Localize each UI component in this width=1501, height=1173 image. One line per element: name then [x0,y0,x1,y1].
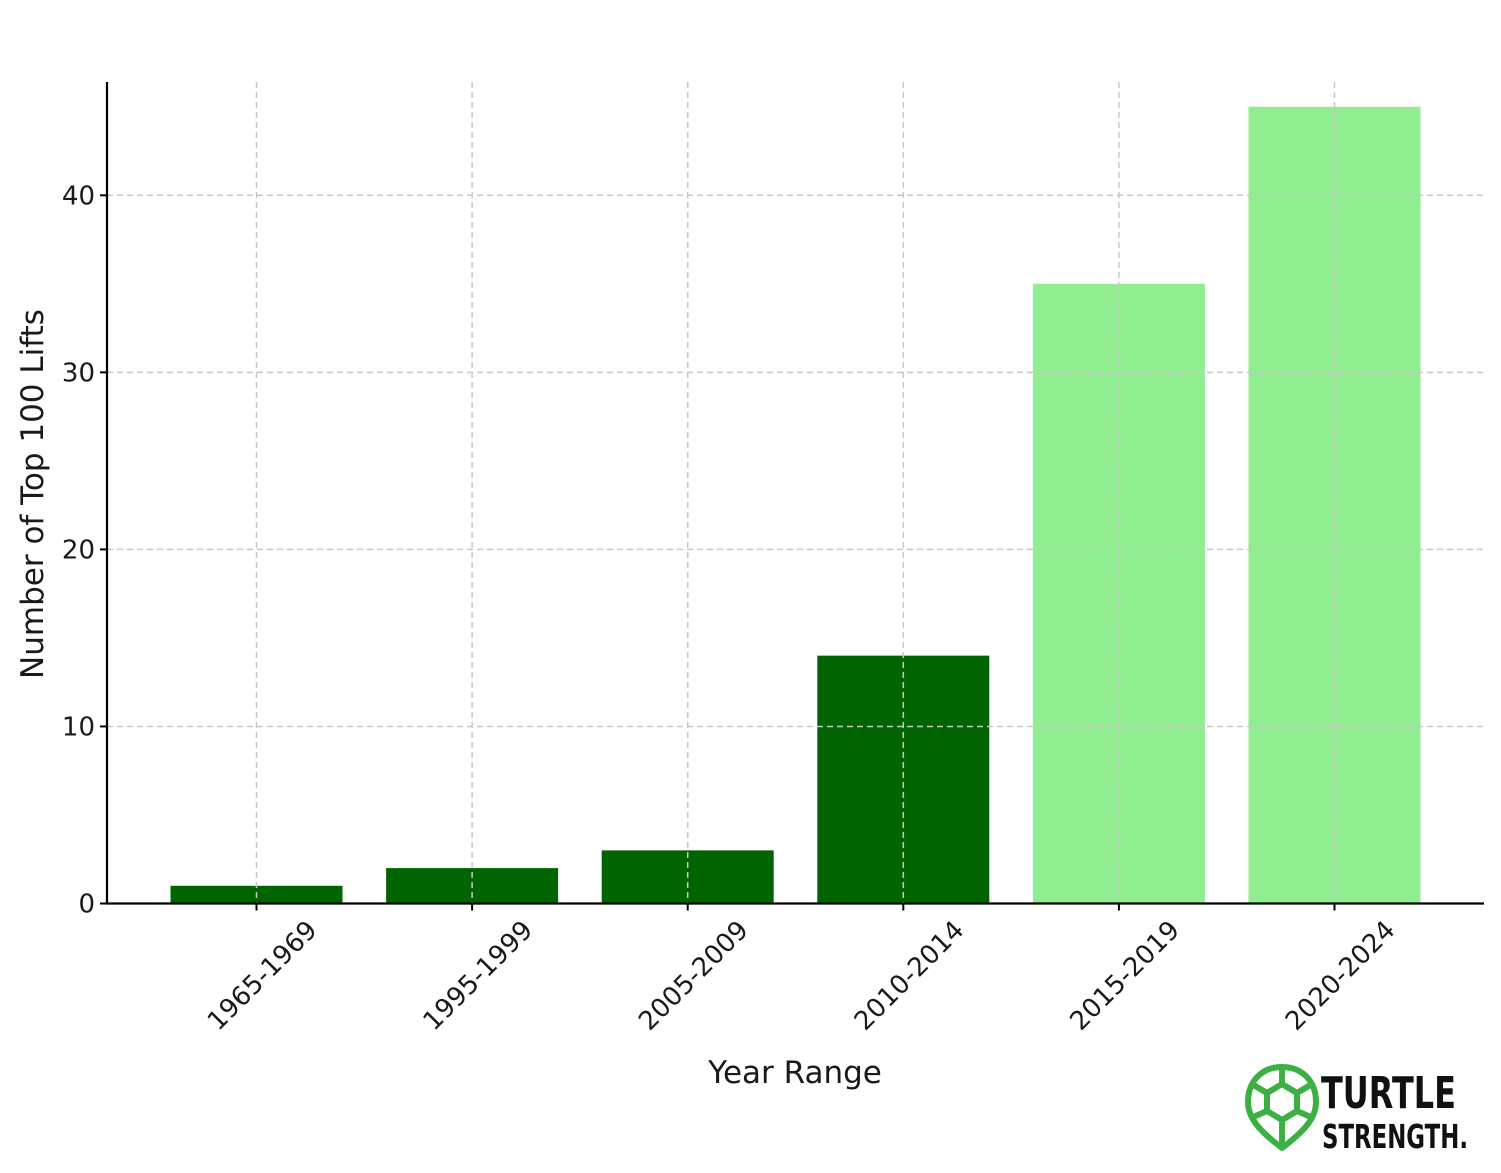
y-tick-label: 10 [62,712,95,742]
y-tick-label: 30 [62,358,95,388]
logo-line1: TURTLE [1321,1068,1456,1119]
y-tick-label: 40 [62,181,95,211]
x-tick-label: 2005-2009 [633,915,754,1036]
grid-lines [100,82,1484,911]
y-tick-label: 20 [62,535,95,565]
y-axis-title: Number of Top 100 Lifts [15,309,51,679]
x-tick-label: 1995-1999 [418,915,539,1036]
logo-line2: STRENGTH. [1322,1117,1468,1156]
y-tick-labels: 0 10 20 30 40 [62,181,95,919]
y-tick-label: 0 [78,890,95,920]
x-tick-label: 1965-1969 [202,915,323,1036]
turtle-strength-logo: TURTLE STRENGTH. [1245,1064,1468,1156]
x-tick-label: 2020-2024 [1280,915,1401,1036]
x-tick-label: 2010-2014 [849,915,970,1036]
x-tick-label: 2015-2019 [1064,915,1185,1036]
axes [105,82,1484,905]
bars-group [170,106,1421,904]
x-tick-labels: 1965-1969 1995-1999 2005-2009 2010-2014 2015… [202,915,1401,1036]
turtle-shell-icon [1245,1064,1319,1151]
x-axis-title: Year Range [707,1055,882,1091]
